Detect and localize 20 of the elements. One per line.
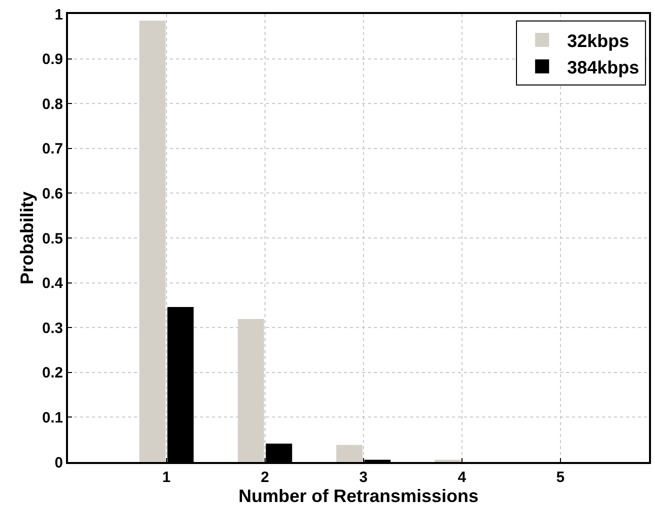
x-tick-label: 5 [556, 469, 565, 486]
x-tick-label: 4 [458, 469, 467, 486]
y-axis-title: Probability [16, 191, 37, 285]
x-tick-label: 1 [162, 469, 171, 486]
legend-label: 384kbps [567, 57, 640, 78]
y-tick-label: 0.9 [42, 51, 63, 68]
y-tick-label: 0.8 [42, 96, 63, 113]
y-tick-label: 0.6 [42, 185, 63, 202]
x-axis-title: Number of Retransmissions [238, 486, 479, 506]
legend-label: 32kbps [567, 30, 630, 51]
y-tick-label: 0.2 [42, 364, 63, 382]
x-tick-label: 3 [359, 469, 368, 486]
y-tick-label: 0.3 [42, 320, 63, 337]
y-tick-label: 1 [54, 6, 63, 24]
y-tick-label: 0.1 [42, 409, 63, 426]
y-tick-label: 0.7 [42, 140, 63, 158]
x-tick-label: 2 [260, 469, 270, 486]
y-tick-label: 0 [54, 454, 63, 472]
y-tick-label: 0.4 [42, 275, 64, 292]
y-tick-label: 0.5 [42, 230, 63, 248]
